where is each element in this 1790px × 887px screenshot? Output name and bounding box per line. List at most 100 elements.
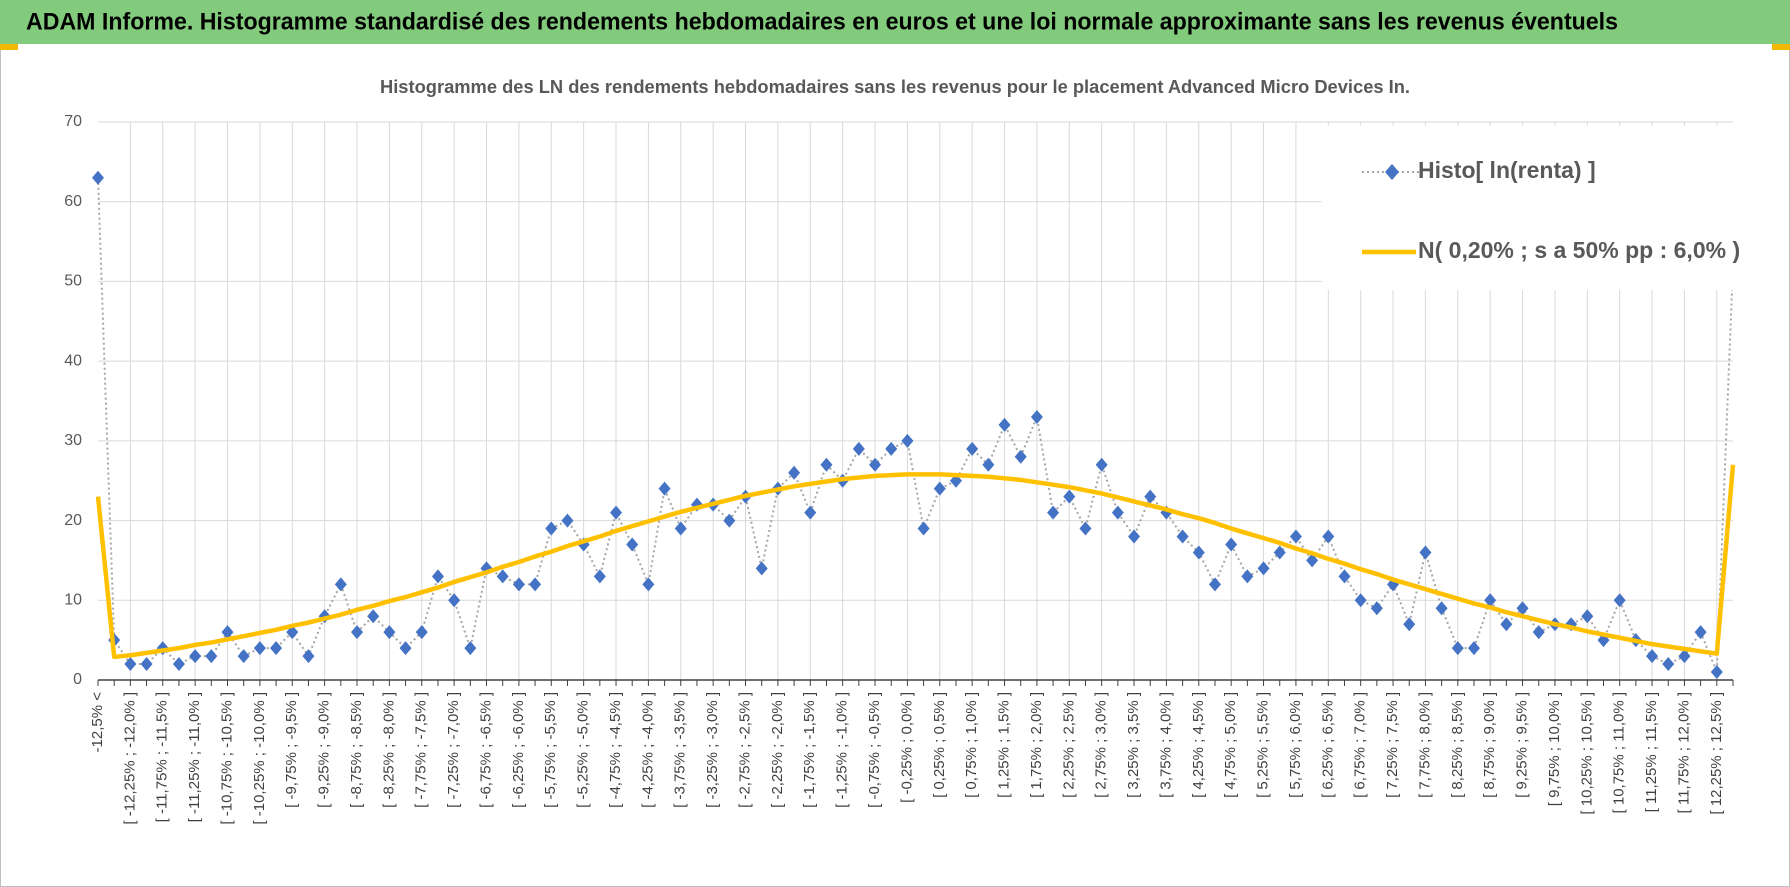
marker [512,577,525,592]
x-tick-label: [ -8,25% ; -8,0% ] [380,692,397,808]
marker [1322,529,1335,544]
marker [1467,641,1480,656]
marker [674,521,687,536]
x-tick-label: [ 10,75% ; 11,0% ] [1611,692,1628,813]
marker [189,649,202,664]
y-tick-label: 50 [64,273,82,290]
marker [1435,601,1448,616]
x-tick-label: [ -6,75% ; -6,5% ] [477,692,494,808]
x-tick-label: [ 6,25% ; 6,5% ] [1319,692,1336,798]
marker [545,521,558,536]
marker [1532,625,1545,640]
legend-box [1322,126,1742,290]
marker [1257,561,1270,576]
x-tick-label: [ 10,25% ; 10,5% ] [1578,692,1595,815]
x-tick-label: [ -7,25% ; -7,0% ] [445,692,462,808]
marker [626,537,639,552]
marker [804,505,817,520]
marker [901,433,914,448]
y-tick-label: 0 [73,671,82,688]
legend-label: N( 0,20% ; s a 50% pp : 6,0% ) [1418,237,1740,263]
x-tick-label: [ 1,75% ; 2,0% ] [1028,692,1045,798]
marker [1581,609,1594,624]
marker [529,577,542,592]
marker [448,593,461,608]
marker [869,457,882,472]
marker [1128,529,1141,544]
x-tick-label: [ -4,75% ; -4,5% ] [607,692,624,808]
marker [1273,545,1286,560]
marker [1694,625,1707,640]
x-tick-label: [ -10,25% ; -10,0% ] [251,692,268,825]
x-tick-label: [ 3,75% ; 4,0% ] [1157,692,1174,798]
x-tick-label: [ -5,75% ; -5,5% ] [542,692,559,808]
x-tick-label: [ 7,25% ; 7,5% ] [1384,692,1401,798]
marker [1095,457,1108,472]
x-tick-label: [ 8,75% ; 9,0% ] [1481,692,1498,798]
marker [642,577,655,592]
marker [1662,657,1675,672]
marker [1403,617,1416,632]
marker [1451,641,1464,656]
marker [610,505,623,520]
x-tick-label: [ 5,25% ; 5,5% ] [1255,692,1272,798]
marker [658,481,671,496]
marker [253,641,266,656]
marker [755,561,768,576]
x-tick-label: [ -0,75% ; -0,5% ] [866,692,883,808]
marker [1030,409,1043,424]
marker [367,609,380,624]
marker [302,649,315,664]
x-tick-label: [ -2,25% ; -2,0% ] [769,692,786,808]
marker [1338,569,1351,584]
legend-label: Histo[ ln(renta) ] [1418,157,1596,183]
corner-marker [0,44,18,50]
marker [788,465,801,480]
x-tick-label: [ -9,25% ; -9,0% ] [316,692,333,808]
page-title: ADAM Informe. Histogramme standardisé de… [26,8,1618,35]
x-tick-label: [ 4,75% ; 5,0% ] [1222,692,1239,798]
marker [464,641,477,656]
marker [205,649,218,664]
x-tick-label: [ -3,75% ; -3,5% ] [672,692,689,808]
marker [1484,593,1497,608]
x-tick-label: [ -4,25% ; -4,0% ] [639,692,656,808]
x-tick-label: [ 9,25% ; 9,5% ] [1514,692,1531,798]
series-line [95,464,1736,660]
marker [966,441,979,456]
marker [399,641,412,656]
marker [561,513,574,528]
marker [1047,505,1060,520]
marker [593,569,606,584]
marker [885,441,898,456]
x-tick-label: [ -1,75% ; -1,5% ] [801,692,818,808]
x-tick-label: [ 2,75% ; 3,0% ] [1093,692,1110,798]
marker [1063,489,1076,504]
marker [1208,577,1221,592]
y-tick-label: 10 [64,592,82,609]
marker [1225,537,1238,552]
marker [92,170,104,185]
marker [1111,505,1124,520]
marker [820,457,833,472]
marker [221,625,234,640]
marker [431,569,444,584]
x-tick-label: [ 12,25% ; 12,5% ] [1708,692,1725,815]
marker [1289,529,1302,544]
x-tick-label: [ 4,25% ; 4,5% ] [1190,692,1207,798]
marker [1500,617,1513,632]
x-tick-label: [ -2,75% ; -2,5% ] [736,692,753,808]
marker [933,481,946,496]
legend-marker [1385,164,1399,180]
x-tick-label: [ -3,25% ; -3,0% ] [704,692,721,808]
marker [998,417,1011,432]
x-tick-label: [ -9,75% ; -9,5% ] [283,692,300,808]
x-tick-label: [ -11,25% ; -11,0% ] [186,692,203,822]
marker [270,641,283,656]
x-tick-label: [ 0,75% ; 1,0% ] [963,692,980,798]
x-tick-label: [ -7,75% ; -7,5% ] [413,692,430,808]
x-tick-label: [ 3,25% ; 3,5% ] [1125,692,1142,798]
marker [1306,553,1319,568]
marker [237,649,250,664]
marker [917,521,930,536]
